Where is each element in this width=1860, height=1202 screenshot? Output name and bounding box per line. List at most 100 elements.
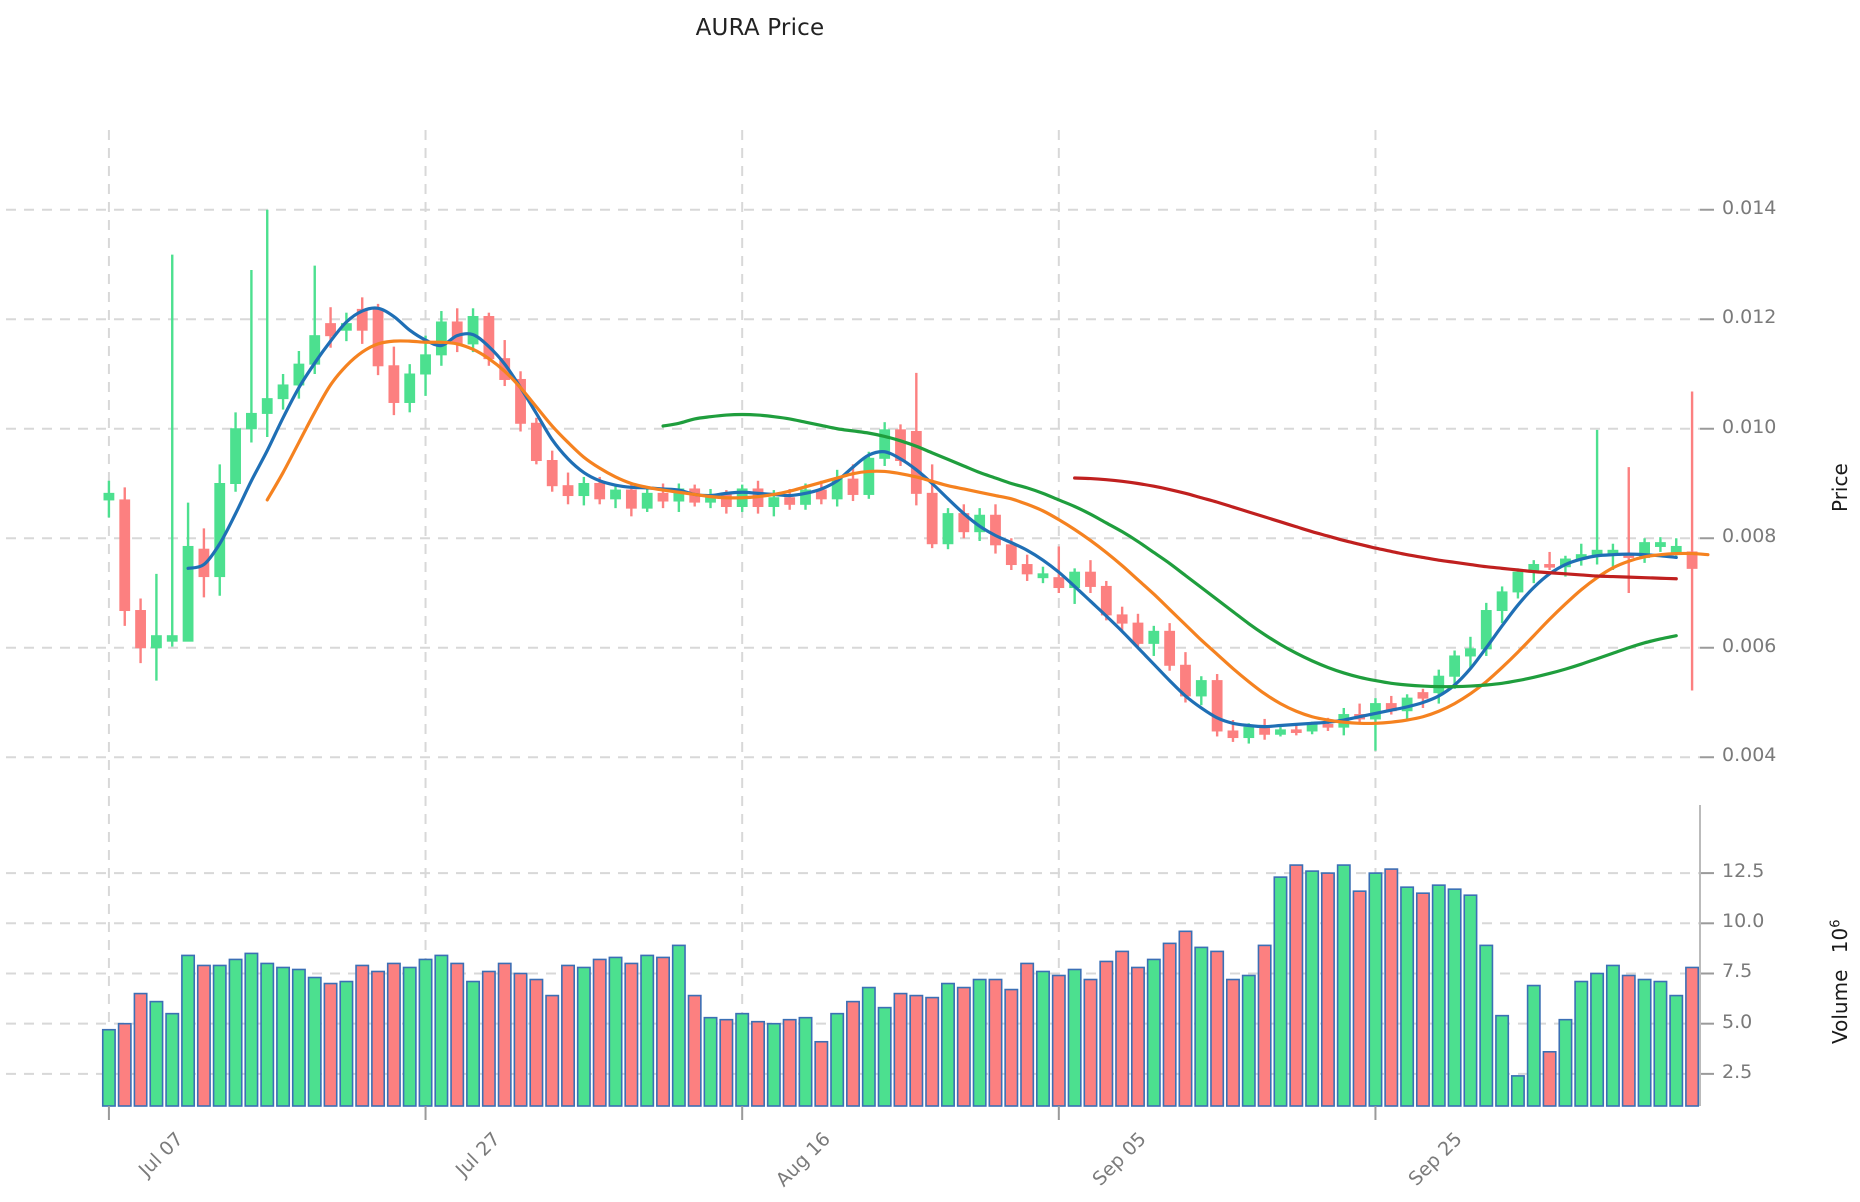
candle-body bbox=[1670, 545, 1682, 553]
candle-body bbox=[610, 489, 621, 500]
volume-bars-layer bbox=[101, 864, 1700, 1107]
volume-tick-label: 5.0 bbox=[1722, 1010, 1753, 1033]
volume-bar bbox=[101, 1028, 116, 1107]
volume-bar bbox=[1099, 960, 1114, 1107]
candle-body bbox=[151, 635, 162, 649]
candle-body bbox=[1132, 622, 1144, 644]
candle-body bbox=[135, 610, 146, 649]
candle-body bbox=[768, 497, 780, 507]
volume-bar bbox=[1051, 974, 1066, 1107]
candle-body bbox=[467, 316, 479, 345]
volume-bar bbox=[988, 978, 1003, 1107]
candle-body bbox=[182, 545, 194, 642]
volume-bar bbox=[1178, 930, 1193, 1107]
volume-bar bbox=[1067, 968, 1082, 1107]
price-tick-label: 0.010 bbox=[1722, 415, 1777, 438]
volume-bar bbox=[1352, 890, 1367, 1107]
volume-bar bbox=[909, 994, 924, 1107]
candle-body bbox=[451, 321, 463, 345]
volume-bar bbox=[450, 962, 465, 1107]
volume-bar bbox=[1400, 886, 1415, 1107]
candle-body bbox=[942, 513, 954, 545]
candle-body bbox=[230, 428, 241, 484]
volume-tick-label: 10.0 bbox=[1722, 910, 1765, 933]
chart-title: AURA Price bbox=[695, 15, 825, 41]
volume-bar bbox=[846, 1000, 860, 1107]
volume-bar bbox=[434, 954, 449, 1107]
volume-bar bbox=[1036, 970, 1050, 1107]
ma-line-ma-short bbox=[186, 306, 1678, 729]
candle-body bbox=[1655, 542, 1666, 547]
price-tick-label: 0.012 bbox=[1722, 306, 1777, 329]
candle-body bbox=[800, 489, 811, 505]
volume-axis-exponent-power: 6 bbox=[1828, 919, 1844, 928]
volume-bar bbox=[798, 1016, 813, 1107]
volume-bar bbox=[925, 996, 940, 1107]
candle-body bbox=[594, 483, 606, 500]
volume-bar bbox=[1574, 980, 1589, 1107]
candle-body bbox=[1259, 726, 1271, 735]
volume-bar bbox=[972, 978, 987, 1107]
volume-bar bbox=[1289, 864, 1304, 1107]
volume-bar bbox=[1320, 872, 1335, 1107]
candle-body bbox=[1195, 680, 1207, 697]
volume-bar bbox=[181, 954, 196, 1107]
candle-body bbox=[166, 635, 178, 642]
volume-bar bbox=[766, 1022, 781, 1107]
volume-bar bbox=[1225, 978, 1240, 1107]
candle-body bbox=[1417, 692, 1429, 699]
volume-bar bbox=[196, 964, 211, 1107]
volume-axis-exponent-base: 10 bbox=[1828, 927, 1852, 953]
volume-bar bbox=[291, 968, 306, 1107]
axis-tick-layer bbox=[107, 208, 1714, 1120]
candle-body bbox=[1085, 571, 1096, 587]
volume-bar bbox=[212, 964, 227, 1107]
candle-body bbox=[847, 478, 859, 495]
volume-bar bbox=[1605, 964, 1620, 1107]
volume-bar bbox=[529, 978, 544, 1107]
volume-bar bbox=[402, 966, 417, 1107]
volume-bar bbox=[1210, 950, 1225, 1107]
volume-bar bbox=[861, 986, 876, 1107]
volume-bar bbox=[323, 982, 338, 1107]
volume-axis-title: Volume 106 bbox=[1828, 919, 1852, 1043]
candle-body bbox=[641, 492, 653, 509]
candle-body bbox=[926, 492, 938, 545]
volume-bar bbox=[165, 1012, 180, 1107]
ma-line-ma-mid bbox=[265, 339, 1710, 726]
volume-bar bbox=[1621, 974, 1636, 1107]
volume-bar bbox=[371, 970, 386, 1107]
volume-bar bbox=[1542, 1050, 1557, 1107]
volume-bar bbox=[576, 966, 591, 1107]
volume-bar bbox=[893, 992, 908, 1107]
volume-bar bbox=[687, 994, 702, 1107]
volume-bar bbox=[513, 972, 528, 1107]
candle-body bbox=[1116, 614, 1128, 624]
candle-body bbox=[420, 354, 431, 375]
candle-body bbox=[657, 492, 669, 502]
candle-body bbox=[119, 499, 131, 612]
candle-body bbox=[990, 514, 1001, 546]
volume-bar bbox=[133, 992, 148, 1107]
ma-line-ma-xlong bbox=[1073, 476, 1678, 581]
volume-bar bbox=[1083, 978, 1098, 1107]
candle-body bbox=[1512, 571, 1524, 593]
volume-bar bbox=[466, 980, 481, 1107]
candle-body bbox=[515, 378, 526, 424]
candle-body bbox=[1449, 655, 1461, 677]
volume-bar bbox=[671, 944, 686, 1107]
candle-body bbox=[1290, 729, 1302, 733]
candle-body bbox=[1021, 564, 1033, 575]
volume-bar bbox=[656, 956, 670, 1107]
grid-layer bbox=[6, 130, 1700, 1106]
volume-bar bbox=[941, 982, 955, 1107]
volume-bar bbox=[1558, 1018, 1573, 1107]
volume-bar bbox=[751, 1020, 765, 1107]
volume-bar bbox=[1669, 994, 1684, 1107]
volume-bar bbox=[386, 962, 401, 1107]
volume-bar bbox=[782, 1018, 797, 1107]
volume-bar bbox=[149, 1000, 164, 1107]
volume-bar bbox=[956, 986, 971, 1107]
candle-body bbox=[1037, 573, 1049, 579]
candle-body bbox=[625, 489, 637, 509]
